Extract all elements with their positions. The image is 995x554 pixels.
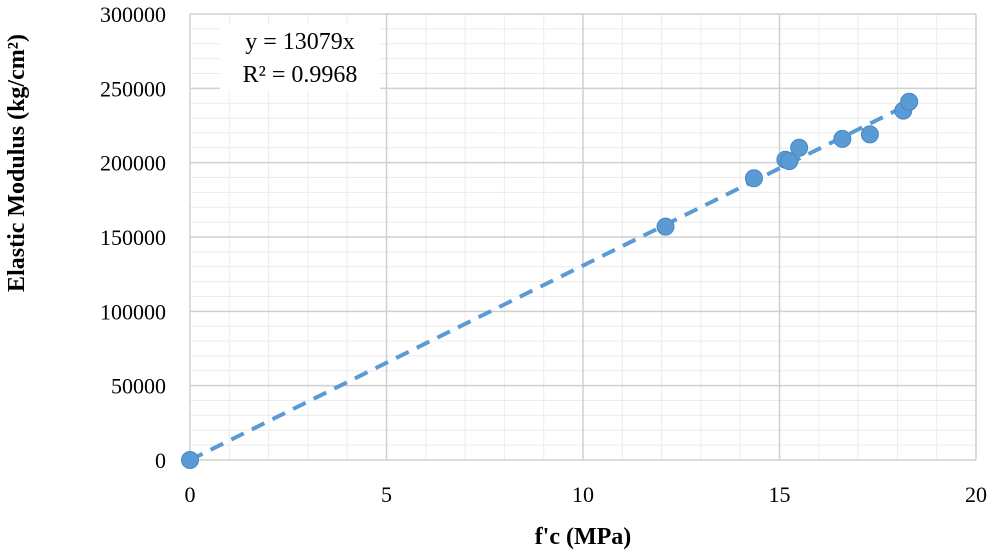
- x-tick-label: 5: [381, 482, 392, 507]
- x-tick-label: 0: [185, 482, 196, 507]
- major-gridlines: [189, 13, 977, 461]
- x-tick-labels: 0 5 10 15 20: [185, 482, 988, 507]
- y-tick-label: 200000: [100, 151, 166, 176]
- equation-box: [220, 24, 380, 90]
- y-axis-title: Elastic Modulus (kg/cm²): [4, 34, 30, 292]
- data-point: [181, 451, 199, 469]
- y-tick-label: 150000: [100, 225, 166, 250]
- data-points: [181, 92, 919, 469]
- x-tick-label: 15: [769, 482, 791, 507]
- data-point: [656, 217, 675, 236]
- y-tick-label: 100000: [100, 299, 166, 324]
- y-tick-label: 50000: [111, 374, 166, 399]
- data-point: [860, 125, 879, 144]
- data-point: [790, 138, 809, 157]
- y-tick-labels: 0 50000 100000 150000 200000 250000 300000: [100, 2, 166, 473]
- y-tick-label: 0: [155, 448, 166, 473]
- y-tick-label: 300000: [100, 2, 166, 27]
- x-tick-label: 20: [965, 482, 987, 507]
- trendline-equation: y = 13079x: [245, 29, 355, 55]
- r-squared-label: R² = 0.9968: [243, 62, 358, 88]
- y-tick-label: 250000: [100, 76, 166, 101]
- data-point: [744, 169, 763, 188]
- x-tick-label: 10: [572, 482, 594, 507]
- data-point: [780, 152, 799, 171]
- data-point: [900, 92, 919, 111]
- x-axis-title: f'c (MPa): [535, 524, 632, 550]
- data-point: [833, 129, 852, 148]
